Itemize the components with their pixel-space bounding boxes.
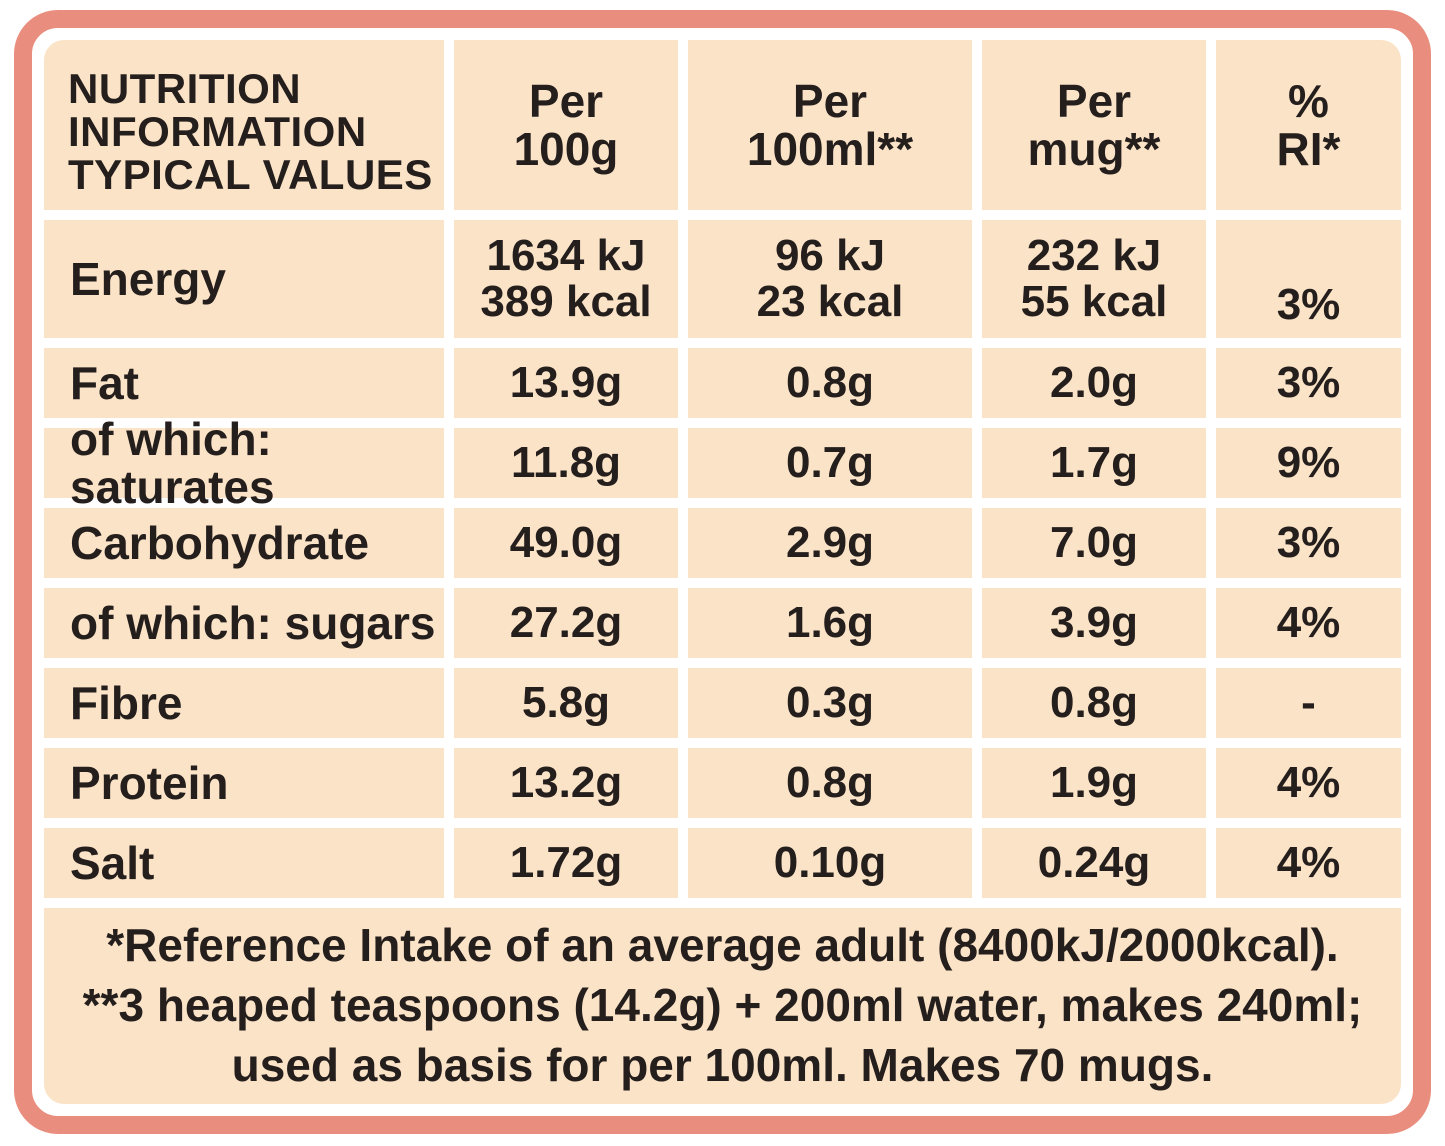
value-energy-ri: 3% [1216, 220, 1401, 338]
value-salt-per-100g: 1.72g [454, 828, 678, 898]
column-header-per-mug: Per mug** [982, 40, 1206, 210]
value-fat-per-mug: 2.0g [982, 348, 1206, 418]
value-sugars-per-100ml: 1.6g [688, 588, 972, 658]
value-fibre-ri: - [1216, 668, 1401, 738]
value-protein-per-mug: 1.9g [982, 748, 1206, 818]
value-saturates-per-100g: 11.8g [454, 428, 678, 498]
value-sugars-per-mug: 3.9g [982, 588, 1206, 658]
value-fat-ri: 3% [1216, 348, 1401, 418]
column-header-per-100g: Per 100g [454, 40, 678, 210]
value-fibre-per-mug: 0.8g [982, 668, 1206, 738]
value-protein-ri: 4% [1216, 748, 1401, 818]
value-salt-ri: 4% [1216, 828, 1401, 898]
value-sugars-ri: 4% [1216, 588, 1401, 658]
value-saturates-per-mug: 1.7g [982, 428, 1206, 498]
row-label-saturates: of which: saturates [44, 415, 444, 511]
row-label-sugars: of which: sugars [44, 588, 444, 658]
value-protein-per-100ml: 0.8g [688, 748, 972, 818]
value-carbohydrate-per-mug: 7.0g [982, 508, 1206, 578]
value-salt-per-100ml: 0.10g [688, 828, 972, 898]
value-carbohydrate-per-100ml: 2.9g [688, 508, 972, 578]
row-label-fat: Fat [44, 348, 444, 418]
value-saturates-per-100ml: 0.7g [688, 428, 972, 498]
value-sugars-per-100g: 27.2g [454, 588, 678, 658]
row-label-fibre: Fibre [44, 668, 444, 738]
row-label-carbohydrate: Carbohydrate [44, 508, 444, 578]
value-fibre-per-100g: 5.8g [454, 668, 678, 738]
row-label-salt: Salt [44, 828, 444, 898]
value-energy-per-mug: 232 kJ 55 kcal [982, 220, 1206, 338]
footnote-basis: used as basis for per 100ml. Makes 70 mu… [231, 1038, 1214, 1091]
footnotes: *Reference Intake of an average adult (8… [44, 908, 1401, 1104]
footnote-reference-intake: *Reference Intake of an average adult (8… [106, 919, 1339, 972]
nutrition-table: NUTRITION INFORMATION TYPICAL VALUES Per… [44, 40, 1401, 1104]
value-energy-per-100g: 1634 kJ 389 kcal [454, 220, 678, 338]
value-salt-per-mug: 0.24g [982, 828, 1206, 898]
value-saturates-ri: 9% [1216, 428, 1401, 498]
row-label-energy: Energy [44, 220, 444, 338]
value-energy-per-100ml: 96 kJ 23 kcal [688, 220, 972, 338]
row-label-protein: Protein [44, 748, 444, 818]
value-protein-per-100g: 13.2g [454, 748, 678, 818]
value-fat-per-100g: 13.9g [454, 348, 678, 418]
column-header-ri: % RI* [1216, 40, 1401, 210]
value-carbohydrate-ri: 3% [1216, 508, 1401, 578]
table-title: NUTRITION INFORMATION TYPICAL VALUES [44, 40, 444, 210]
value-fat-per-100ml: 0.8g [688, 348, 972, 418]
nutrition-label: NUTRITION INFORMATION TYPICAL VALUES Per… [14, 10, 1431, 1134]
column-header-per-100ml: Per 100ml** [688, 40, 972, 210]
value-fibre-per-100ml: 0.3g [688, 668, 972, 738]
value-carbohydrate-per-100g: 49.0g [454, 508, 678, 578]
footnote-preparation: **3 heaped teaspoons (14.2g) + 200ml wat… [82, 979, 1363, 1032]
